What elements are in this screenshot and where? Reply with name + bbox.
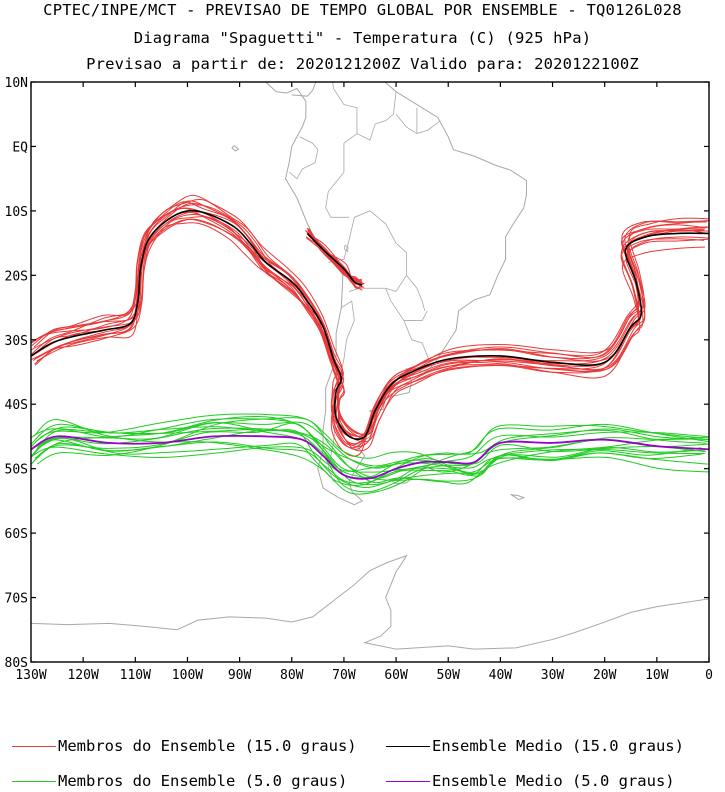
member-15-andes-12 — [307, 229, 363, 284]
y-tick-label: 20S — [5, 269, 28, 284]
chart-title: CPTEC/INPE/MCT - PREVISAO DE TEMPO GLOBA… — [43, 1, 682, 19]
x-tick-label: 60W — [384, 668, 408, 683]
x-tick-label: 130W — [15, 668, 46, 683]
legend-item-members-5: Membros do Ensemble (5.0 graus) — [12, 771, 347, 791]
y-tick-label: 30S — [5, 334, 28, 349]
x-tick-label: 40W — [489, 668, 513, 683]
y-tick-label: EQ — [12, 140, 28, 155]
x-tick-label: 90W — [228, 668, 252, 683]
y-tick-label: 80S — [5, 656, 28, 671]
member-15-contour-15 — [31, 216, 709, 440]
member-15-contour-1 — [36, 222, 704, 436]
mean-15-contour — [31, 209, 709, 441]
member-15-contour-4 — [34, 201, 705, 443]
member-15-contour-11 — [31, 202, 709, 446]
y-tick-label: 10N — [5, 76, 28, 91]
country-border-4 — [406, 275, 426, 311]
y-tick-label: 70S — [5, 592, 28, 607]
members-5-contours — [31, 413, 709, 495]
members-15-contours — [31, 194, 709, 457]
y-tick-label: 50S — [5, 463, 28, 478]
country-border-0 — [328, 210, 407, 276]
member-5-contour-12 — [31, 423, 709, 493]
chart-subtitle: Diagrama "Spaguetti" - Temperatura (C) (… — [133, 29, 592, 47]
legend-item-mean-5: Ensemble Medio (5.0 graus) — [386, 771, 675, 791]
country-border-6 — [332, 82, 358, 173]
member-15-contour-7 — [32, 211, 709, 437]
legend-label-mean-15: Ensemble Medio (15.0 graus) — [432, 737, 684, 755]
plot-frame — [30, 81, 710, 663]
lake-0 — [344, 244, 349, 253]
x-tick-label: 120W — [67, 668, 98, 683]
y-tick-label: 40S — [5, 398, 28, 413]
x-tick-label: 20W — [593, 668, 617, 683]
x-tick-label: 0 — [705, 668, 713, 683]
member-5-contour-11 — [31, 413, 709, 485]
country-border-5 — [403, 320, 431, 363]
member-15-andes-6 — [306, 227, 362, 281]
x-tick-label: 30W — [541, 668, 565, 683]
member-5-contour-7 — [33, 418, 703, 495]
mean-15-andes-contour — [306, 232, 363, 286]
x-tick-label: 110W — [120, 668, 151, 683]
x-tick-label: 70W — [332, 668, 356, 683]
legend-item-members-15: Membros do Ensemble (15.0 graus) — [12, 736, 357, 756]
x-tick-label: 50W — [436, 668, 460, 683]
legend-label-mean-5: Ensemble Medio (5.0 graus) — [432, 772, 675, 790]
y-tick-label: 10S — [5, 205, 28, 220]
member-15-andes-11 — [307, 228, 363, 283]
legend-label-members-15: Membros do Ensemble (15.0 graus) — [58, 737, 357, 755]
country-border-8 — [299, 136, 319, 150]
coastline-3 — [31, 554, 709, 650]
chart-forecast-dates: Previsao a partir de: 2020121200Z Valido… — [86, 55, 639, 73]
country-border-9 — [288, 149, 319, 180]
coastline-1 — [389, 476, 413, 484]
legend-swatch-members-5 — [12, 780, 56, 782]
coastline-4 — [510, 493, 526, 501]
coastline-2 — [231, 145, 240, 152]
y-tick-label: 60S — [5, 527, 28, 542]
legend-label-members-5: Membros do Ensemble (5.0 graus) — [58, 772, 348, 790]
member-15-contour-12 — [34, 211, 705, 436]
member-15-contour-14 — [31, 204, 709, 450]
legend-item-mean-15: Ensemble Medio (15.0 graus) — [386, 736, 684, 756]
country-border-3 — [385, 288, 428, 321]
legend-swatch-members-15 — [12, 745, 56, 747]
member-5-contour-14 — [31, 428, 709, 486]
member-15-contour-2 — [31, 213, 709, 449]
legend-swatch-mean-15 — [386, 745, 430, 747]
x-tick-label: 10W — [645, 668, 669, 683]
legend-swatch-mean-5 — [386, 780, 430, 782]
member-5-contour-15 — [34, 429, 705, 472]
country-border-2 — [327, 300, 355, 482]
country-border-10 — [356, 91, 397, 141]
mean-5-contour — [31, 434, 709, 480]
member-15-contour-10 — [31, 218, 709, 445]
x-tick-label: 100W — [172, 668, 203, 683]
country-border-11 — [395, 113, 441, 134]
member-5-contour-5 — [31, 423, 709, 479]
x-tick-label: 80W — [280, 668, 304, 683]
ensemble-mean-contours — [31, 209, 709, 480]
country-border-1 — [349, 275, 407, 292]
country-border-7 — [325, 171, 350, 218]
